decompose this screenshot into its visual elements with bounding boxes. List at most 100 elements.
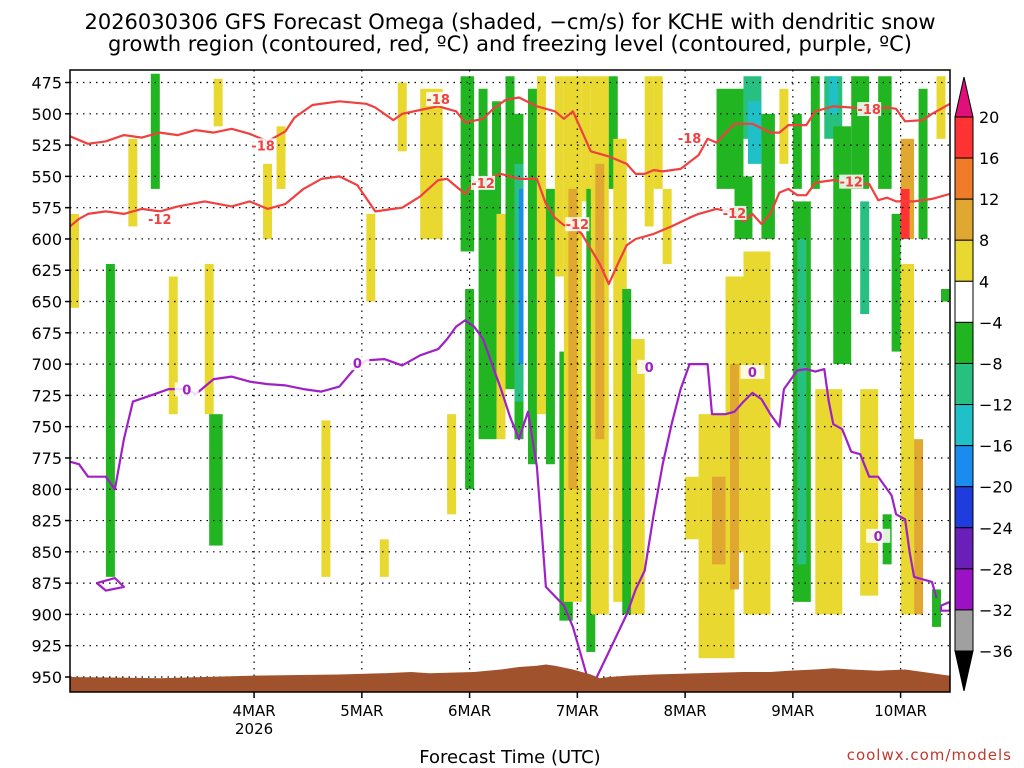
contour-label-bg [677, 130, 702, 145]
colorbar-label: −20 [979, 478, 1013, 497]
contour-line-12 [70, 172, 950, 286]
contour-line-18 [70, 96, 950, 175]
y-tick-label: 550 [31, 167, 62, 186]
omega-patch [685, 476, 699, 540]
contour-label: -12 [839, 176, 863, 191]
terrain-surface [70, 664, 950, 692]
y-tick-label: 775 [31, 449, 62, 468]
omega-patch [366, 213, 376, 302]
contour-label: -18 [678, 132, 702, 147]
colorbar-band [954, 445, 974, 488]
omega-patch [797, 238, 807, 565]
colorbar-label: −12 [979, 396, 1013, 415]
contour-label: -12 [566, 218, 590, 233]
x-tick-label: 7MAR [556, 702, 599, 720]
y-tick-label: 650 [31, 293, 62, 312]
colorbar-band [954, 362, 974, 406]
omega-patch [204, 263, 214, 415]
colorbar-label: 8 [979, 231, 989, 250]
y-axis: 475 500 525 550 575 600 625 650 675 700 725 750 775 8… [31, 74, 70, 687]
credit-text: coolwx.com/models [847, 746, 1012, 764]
colorbar-label: −8 [979, 354, 1003, 373]
omega-patch [420, 88, 443, 239]
y-tick-label: 625 [31, 261, 62, 280]
colorbar-band [954, 116, 974, 159]
colorbar-band [954, 404, 974, 447]
omega-patch [505, 76, 515, 390]
omega-patch [833, 126, 852, 365]
omega-patch [644, 76, 654, 227]
omega-patch [747, 101, 762, 164]
omega-patch [554, 76, 564, 277]
colorbar-band [954, 239, 974, 282]
colorbar-band [954, 609, 974, 652]
omega-patch [860, 389, 879, 596]
x-tick-label: 5MAR [340, 702, 383, 720]
omega-patch [743, 251, 771, 615]
omega-patch [815, 389, 843, 615]
omega-patch [900, 263, 915, 615]
contours: -18 -18 -18 -18 -12 -12 -12 -12 -12 0 0 0 0 0 [70, 92, 950, 691]
y-tick-label: 575 [31, 199, 62, 218]
contour-label-bg [147, 212, 172, 227]
omega-patch [168, 276, 178, 415]
x-tick-label: 4MAR [232, 702, 275, 720]
omega-patch [518, 188, 524, 365]
colorbar-band [954, 321, 974, 364]
colorbar-label: −24 [979, 519, 1013, 538]
omega-patch [568, 188, 578, 490]
y-tick-label: 675 [31, 324, 62, 343]
omega-patch [779, 88, 789, 164]
colorbar: 20 16 12 8 4 −4 −8 −12 −16 −20 −24 −28 −32 −36 [954, 76, 1013, 692]
y-tick-label: 750 [31, 418, 62, 437]
omega-patch [900, 188, 910, 239]
x-tick-label: 6MAR [448, 702, 491, 720]
colorbar-label: 4 [979, 272, 989, 291]
y-tick-label: 875 [31, 574, 62, 593]
y-tick-label: 500 [31, 105, 62, 124]
omega-patch [828, 76, 838, 114]
colorbar-band [954, 280, 974, 323]
y-tick-label: 700 [31, 355, 62, 374]
colorbar-label: 20 [979, 108, 999, 127]
omega-patch [851, 76, 870, 189]
contour-label-bg [471, 175, 496, 190]
y-tick-label: 950 [31, 668, 62, 687]
contour-line-0-small-b [939, 600, 950, 612]
contour-label-bg [426, 92, 451, 107]
omega-patch [536, 76, 546, 415]
omega-patch [730, 364, 739, 590]
y-tick-label: 600 [31, 230, 62, 249]
colorbar-top-arrow [954, 76, 974, 118]
contour-label: -18 [251, 139, 275, 154]
y-tick-label: 900 [31, 605, 62, 624]
omega-patch [810, 76, 820, 189]
omega-patch [631, 339, 645, 615]
omega-patch [712, 476, 726, 565]
terrain [70, 664, 950, 692]
omega-patch [263, 163, 273, 239]
y-tick-label: 475 [31, 74, 62, 93]
colorbar-band [954, 486, 974, 529]
omega-patch [496, 213, 506, 440]
contour-label: -12 [471, 177, 495, 192]
contour-label: 0 [182, 383, 191, 398]
contour-label-bg [345, 356, 370, 371]
x-tick-label: 10MAR [874, 702, 927, 720]
colorbar-band [954, 157, 974, 200]
colorbar-label: 12 [979, 190, 999, 209]
chart-title-line-2: growth region (contoured, red, ºC) and f… [108, 32, 912, 56]
omega-patch [878, 76, 892, 189]
omega-patch [379, 539, 389, 577]
x-tick-sublabel: 2026 [235, 720, 273, 738]
omega-patch [653, 76, 663, 189]
contour-label: 0 [353, 357, 362, 372]
colorbar-band [954, 568, 974, 611]
omega-patch [460, 76, 475, 252]
contour-label: -18 [857, 103, 881, 118]
contour-label-bg [174, 382, 199, 397]
omega-patch [918, 88, 928, 239]
y-tick-label: 800 [31, 480, 62, 499]
omega-patch [527, 88, 537, 465]
